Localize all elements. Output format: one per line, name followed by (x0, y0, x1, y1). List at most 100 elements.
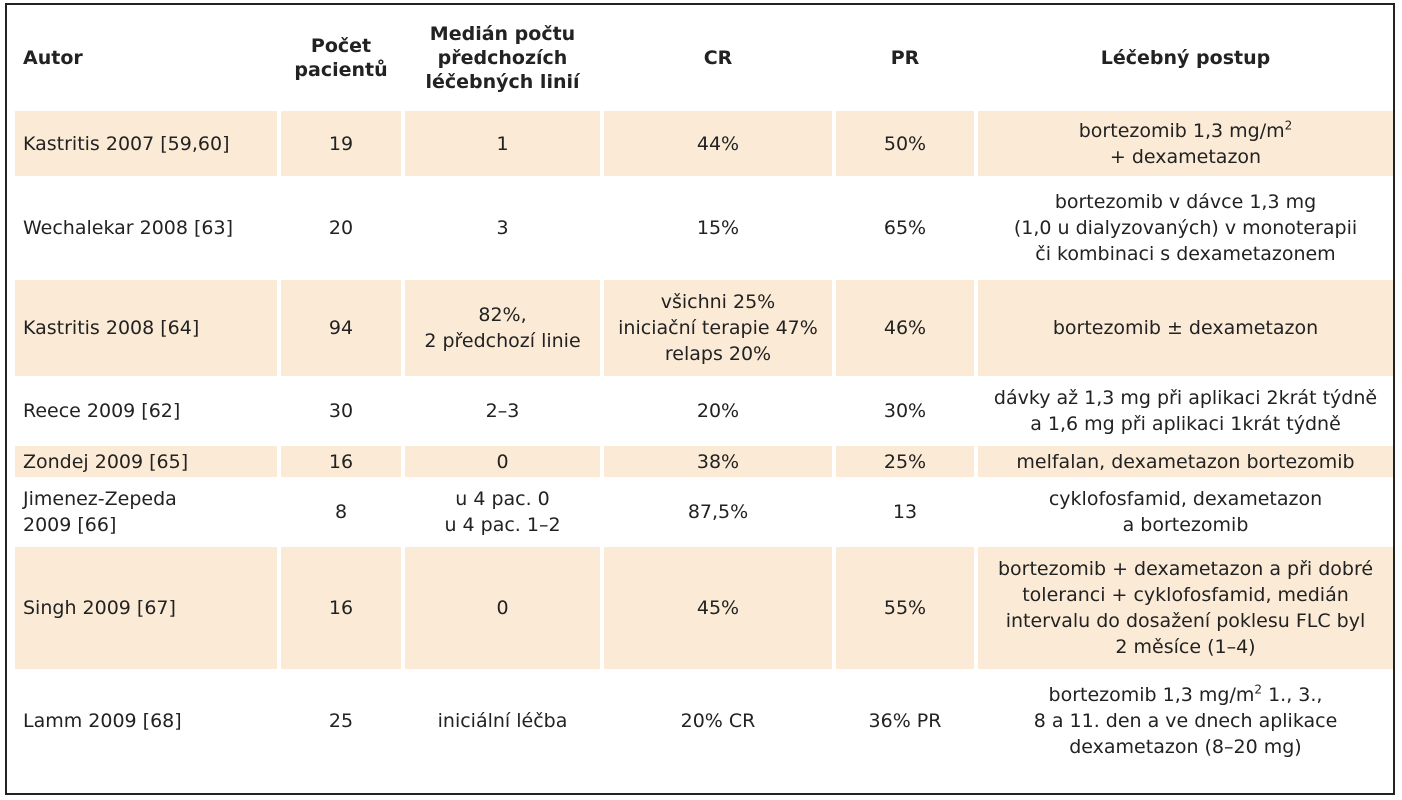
header-median-line1: Medián počtu (429, 23, 576, 45)
procedure-line: dávky až 1,3 mg při aplikaci 2krát týdně (993, 387, 1378, 409)
author-line: 2009 [66] (23, 514, 117, 536)
cell-median: iniciální léčba (437, 710, 568, 732)
procedure-line: 2 měsíce (1–4) (1115, 636, 1256, 658)
table-row: Lamm 2009 [68] 25 iniciální léčba 20% CR… (15, 673, 1393, 769)
procedure-text: 1., 3., (1262, 684, 1323, 706)
header-patients: Počet pacientů (281, 9, 401, 107)
cell-median: 3 (496, 217, 509, 239)
cell-cr: 44% (604, 111, 832, 176)
cell-author: Wechalekar 2008 [63] (23, 217, 234, 239)
cell-patients: 16 (281, 547, 401, 669)
cell-patients: 30 (328, 400, 354, 422)
cell-pr: 50% (836, 111, 974, 176)
header-median-lines: Medián počtu předchozích léčebných linií (405, 9, 600, 107)
cell-cr: 45% (604, 547, 832, 669)
cell-procedure: bortezomib v dávce 1,3 mg (1,0 u dialyzo… (978, 180, 1393, 276)
cell-patients: 19 (281, 111, 401, 176)
median-line: 82%, (478, 304, 527, 326)
table-row: Wechalekar 2008 [63] 20 3 15% 65% bortez… (15, 180, 1393, 276)
treatment-table: Autor Počet pacientů Medián počtu předch… (11, 5, 1397, 773)
procedure-line: 8 a 11. den a ve dnech aplikace (1033, 710, 1338, 732)
cell-cr: 15% (696, 217, 740, 239)
procedure-line: bortezomib 1,3 mg/m2 1., 3., (984, 682, 1387, 708)
table-row: Jimenez-Zepeda 2009 [66] 8 u 4 pac. 0 u … (15, 481, 1393, 543)
procedure-text: bortezomib 1,3 mg/m (1048, 684, 1255, 706)
cell-author: Kastritis 2008 [64] (15, 280, 277, 376)
cell-pr: 65% (883, 217, 927, 239)
cell-patients: 94 (281, 280, 401, 376)
procedure-line: a bortezomib (1122, 514, 1249, 536)
cell-pr: 13 (892, 501, 918, 523)
header-patients-line2: pacientů (294, 59, 388, 81)
header-cr: CR (703, 47, 733, 69)
table-row: Reece 2009 [62] 30 2–3 20% 30% dávky až … (15, 380, 1393, 442)
cell-procedure: bortezomib 1,3 mg/m2 + dexametazon (978, 111, 1393, 176)
header-pr: PR (890, 47, 920, 69)
table-frame: Autor Počet pacientů Medián počtu předch… (5, 3, 1395, 795)
cell-procedure: dávky až 1,3 mg při aplikaci 2krát týdně… (978, 380, 1393, 442)
cell-cr: 20% (696, 400, 740, 422)
cell-cr: 20% CR (680, 710, 756, 732)
procedure-line: či kombinaci s dexametazonem (1035, 243, 1336, 265)
procedure-line: dexametazon (8–20 mg) (1069, 736, 1302, 758)
cell-patients: 20 (328, 217, 354, 239)
superscript: 2 (1254, 682, 1263, 697)
procedure-line: cyklofosfamid, dexametazon (1048, 488, 1323, 510)
cell-procedure: bortezomib ± dexametazon (978, 280, 1393, 376)
table-row: Kastritis 2008 [64] 94 82%, 2 předchozí … (15, 280, 1393, 376)
cell-median: 1 (405, 111, 600, 176)
median-line: u 4 pac. 0 (455, 488, 550, 510)
cell-pr: 30% (883, 400, 927, 422)
cell-patients: 8 (334, 501, 348, 523)
cell-median: u 4 pac. 0 u 4 pac. 1–2 (405, 481, 600, 543)
cell-cr: všichni 25% iniciační terapie 47% relaps… (604, 280, 832, 376)
cell-pr: 25% (836, 446, 974, 477)
cell-procedure: melfalan, dexametazon bortezomib (978, 446, 1393, 477)
cr-line: všichni 25% (660, 291, 776, 313)
header-median-line3: léčebných linií (425, 71, 580, 93)
header-procedure: Léčebný postup (1100, 47, 1271, 69)
cell-median: 82%, 2 předchozí linie (405, 280, 600, 376)
header-author: Autor (23, 47, 83, 69)
cell-patients: 25 (328, 710, 354, 732)
cell-procedure: bortezomib + dexametazon a při dobré tol… (978, 547, 1393, 669)
procedure-line: + dexametazon (1109, 145, 1262, 168)
procedure-line: intervalu do dosažení poklesu FLC byl (1005, 610, 1366, 632)
procedure-line: a 1,6 mg při aplikaci 1krát týdně (1030, 413, 1341, 435)
cr-line: relaps 20% (664, 343, 772, 365)
procedure-line: bortezomib 1,3 mg/m2 (984, 118, 1387, 144)
cell-pr: 46% (836, 280, 974, 376)
cell-procedure: bortezomib 1,3 mg/m2 1., 3., 8 a 11. den… (978, 673, 1393, 769)
cell-author: Zondej 2009 [65] (15, 446, 277, 477)
cell-author: Jimenez-Zepeda 2009 [66] (15, 481, 277, 543)
cell-author: Reece 2009 [62] (23, 400, 181, 422)
procedure-line: (1,0 u dialyzovaných) v monoterapii (1013, 217, 1358, 239)
cell-procedure: cyklofosfamid, dexametazon a bortezomib (978, 481, 1393, 543)
cell-author: Singh 2009 [67] (15, 547, 277, 669)
table-row: Singh 2009 [67] 16 0 45% 55% bortezomib … (15, 547, 1393, 669)
median-line: u 4 pac. 1–2 (444, 514, 561, 536)
cell-pr: 36% PR (868, 710, 942, 732)
procedure-line: toleranci + cyklofosfamid, medián (1022, 584, 1349, 606)
header-median-line2: předchozích (437, 47, 568, 69)
header-patients-line1: Počet (310, 35, 372, 57)
cell-median: 2–3 (485, 400, 520, 422)
procedure-text: bortezomib 1,3 mg/m (1078, 119, 1285, 142)
cr-line: iniciační terapie 47% (618, 317, 818, 339)
procedure-line: bortezomib v dávce 1,3 mg (1054, 191, 1317, 213)
cell-median: 0 (405, 446, 600, 477)
cell-pr: 55% (836, 547, 974, 669)
cell-cr: 38% (604, 446, 832, 477)
procedure-line: bortezomib + dexametazon a při dobré (997, 558, 1374, 580)
median-line: 2 předchozí linie (424, 330, 581, 352)
cell-patients: 16 (281, 446, 401, 477)
cell-cr: 87,5% (687, 501, 749, 523)
author-line: Jimenez-Zepeda (23, 488, 177, 510)
cell-author: Kastritis 2007 [59,60] (15, 111, 277, 176)
table-row: Kastritis 2007 [59,60] 19 1 44% 50% bort… (15, 111, 1393, 176)
cell-author: Lamm 2009 [68] (23, 710, 182, 732)
table-row: Zondej 2009 [65] 16 0 38% 25% melfalan, … (15, 446, 1393, 477)
cell-median: 0 (405, 547, 600, 669)
header-row: Autor Počet pacientů Medián počtu předch… (15, 9, 1393, 107)
superscript: 2 (1284, 118, 1293, 133)
